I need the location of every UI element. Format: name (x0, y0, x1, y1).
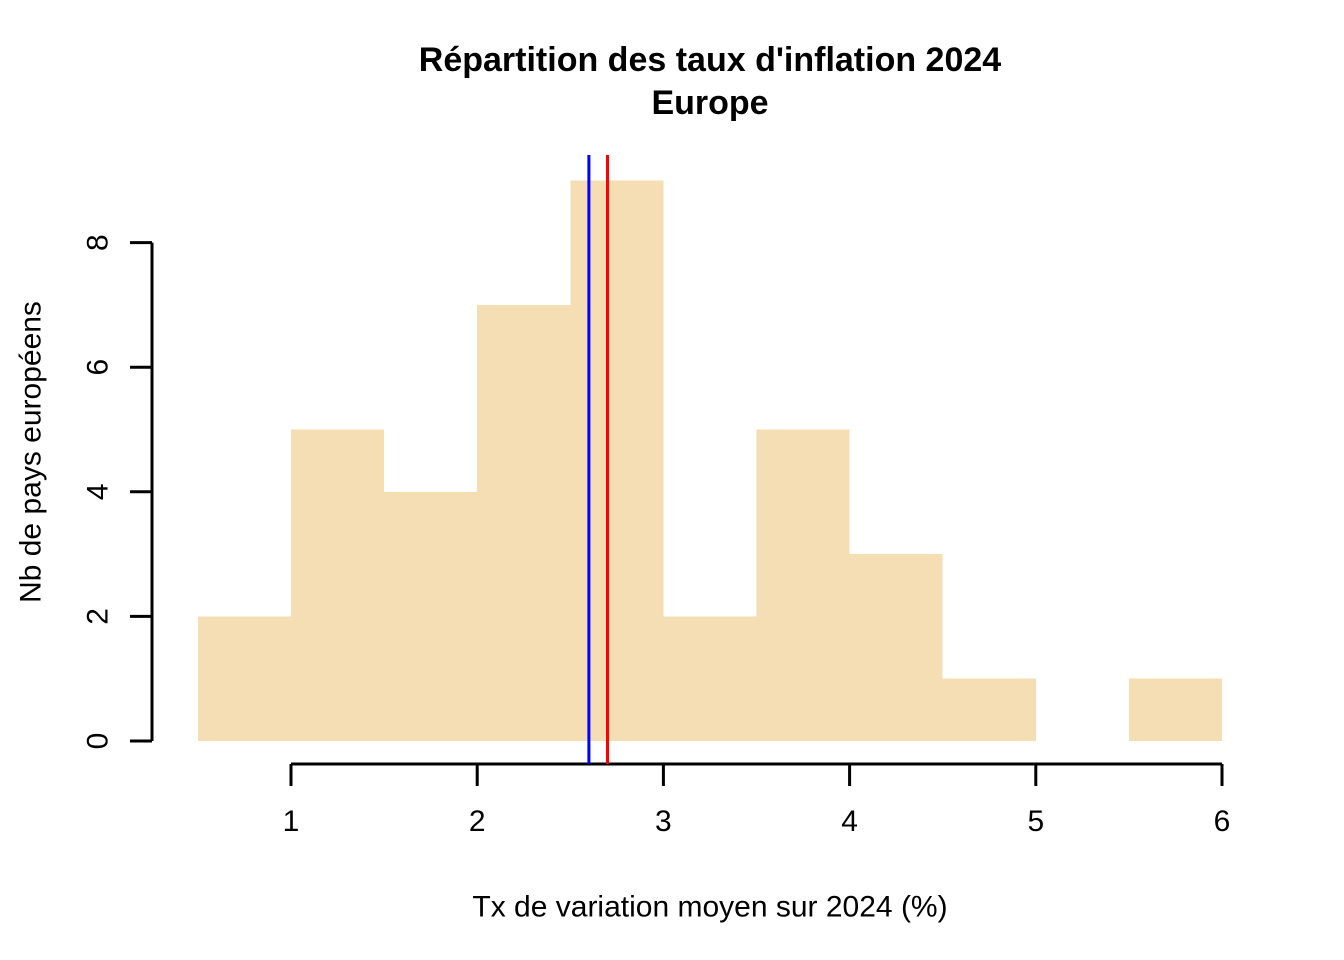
histogram-bar (384, 491, 478, 741)
y-tick-label: 0 (82, 733, 115, 750)
histogram-bar (1128, 678, 1222, 741)
y-tick-label: 2 (82, 608, 115, 625)
x-axis-label: Tx de variation moyen sur 2024 (%) (472, 891, 947, 924)
chart-subtitle: Europe (651, 84, 768, 122)
y-tick-label: 4 (82, 483, 115, 500)
histogram-bar (291, 429, 385, 741)
chart-title: Répartition des taux d'inflation 2024 (419, 41, 1002, 79)
histogram-bar (849, 554, 943, 741)
x-axis: 1 2 3 4 5 6 (283, 762, 1231, 838)
bars-group (197, 180, 1222, 742)
histogram-bar (663, 616, 757, 741)
histogram-bar (570, 180, 664, 742)
y-tick-label: 8 (82, 234, 115, 251)
y-axis: 0 2 4 6 8 (82, 234, 154, 750)
histogram-bar (756, 429, 850, 741)
y-axis-label: Nb de pays européens (15, 301, 48, 603)
x-tick-label: 4 (841, 805, 858, 838)
histogram-bar (942, 678, 1036, 741)
x-tick-label: 6 (1214, 805, 1231, 838)
histogram-bar (197, 616, 291, 741)
y-tick-label: 6 (82, 359, 115, 376)
x-tick-label: 3 (655, 805, 672, 838)
vlines-group (587, 155, 609, 764)
x-tick-label: 2 (469, 805, 486, 838)
x-tick-label: 5 (1027, 805, 1044, 838)
histogram-bar (477, 304, 571, 741)
x-tick-label: 1 (283, 805, 300, 838)
